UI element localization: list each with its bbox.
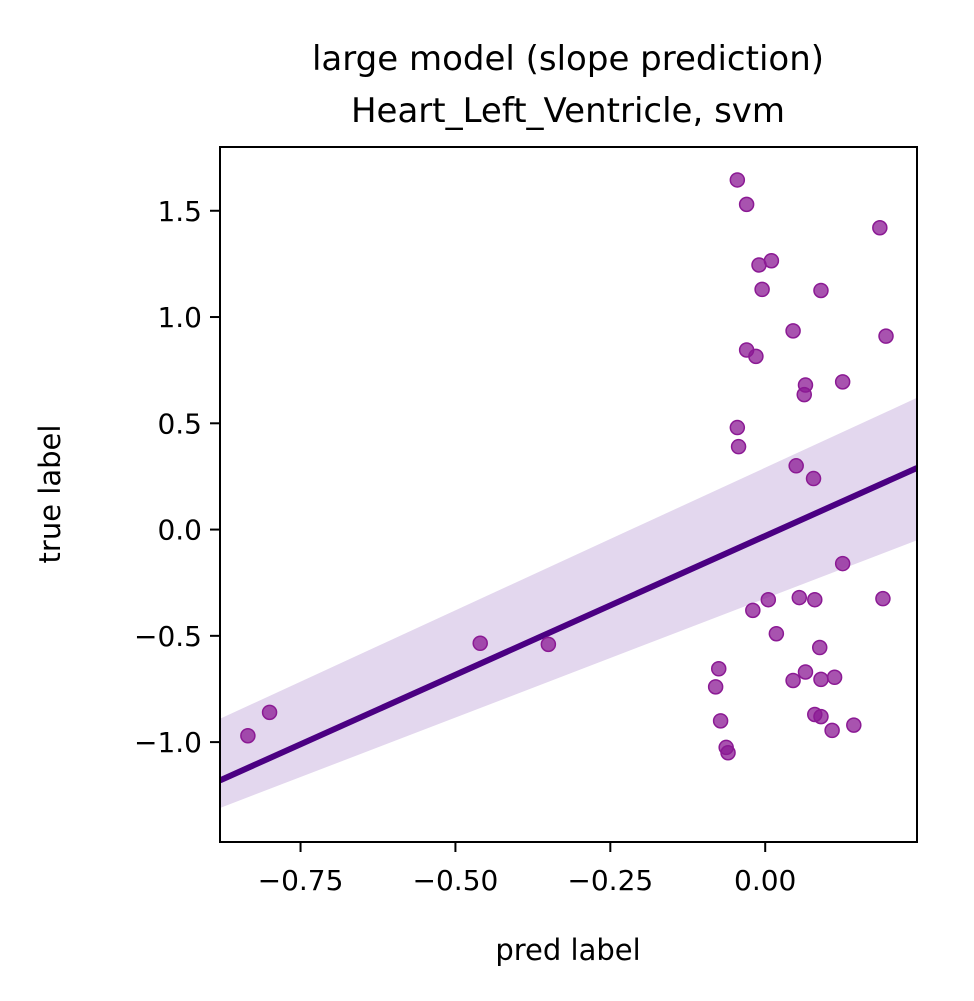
data-point — [738, 196, 755, 213]
y-tick-label: 0.5 — [157, 407, 202, 440]
x-tick-label: −0.25 — [567, 864, 653, 897]
data-point — [730, 438, 747, 455]
x-axis-label: pred label — [495, 933, 640, 967]
data-point — [788, 458, 804, 474]
plot-area — [220, 172, 917, 808]
data-point — [540, 636, 557, 653]
data-point — [712, 713, 729, 729]
x-tick-label: −0.75 — [258, 864, 344, 897]
data-point — [796, 386, 812, 403]
chart-title: large model (slope prediction) — [312, 39, 824, 79]
data-point — [791, 589, 808, 606]
data-point — [754, 281, 770, 298]
data-point — [834, 374, 851, 390]
data-point — [813, 708, 829, 725]
data-point — [878, 328, 894, 344]
points-group — [240, 172, 894, 761]
y-axis-label: true label — [33, 425, 67, 564]
x-tick-label: −0.50 — [413, 864, 499, 897]
y-tick-label: 0.0 — [157, 514, 202, 547]
y-axis: −1.0 −0.5 0.0 0.5 1.0 1.5 — [134, 195, 220, 759]
y-tick-label: 1.5 — [157, 195, 202, 228]
y-tick-label: −0.5 — [134, 620, 202, 653]
data-point — [826, 669, 843, 686]
data-point — [729, 419, 746, 436]
data-point — [472, 635, 488, 652]
data-point — [729, 172, 746, 188]
data-point — [872, 220, 888, 236]
data-point — [797, 664, 814, 680]
data-point — [813, 671, 829, 688]
data-point — [261, 704, 278, 721]
data-point — [834, 555, 851, 572]
data-point — [720, 744, 736, 761]
data-point — [785, 323, 801, 339]
regression-line — [220, 465, 917, 784]
chart-subtitle: Heart_Left_Ventricle, svm — [351, 91, 785, 131]
y-tick-label: 1.0 — [157, 301, 202, 334]
data-point — [707, 679, 724, 695]
data-point — [813, 282, 829, 299]
x-tick-label: 0.00 — [734, 864, 796, 897]
y-tick-label: −1.0 — [134, 726, 202, 759]
data-point — [875, 590, 891, 607]
data-point — [710, 661, 727, 677]
data-point — [807, 591, 823, 608]
plot-frame — [219, 146, 918, 843]
data-point — [745, 602, 761, 619]
x-axis: −0.75 −0.50 −0.25 0.00 — [258, 842, 796, 897]
data-point — [846, 717, 862, 733]
data-point — [805, 470, 822, 487]
data-point — [811, 639, 828, 656]
data-point — [760, 591, 777, 608]
data-point — [824, 722, 840, 739]
data-point — [763, 252, 780, 269]
data-point — [785, 672, 801, 689]
data-point — [748, 348, 764, 365]
data-point — [768, 625, 785, 642]
data-point — [240, 727, 256, 744]
